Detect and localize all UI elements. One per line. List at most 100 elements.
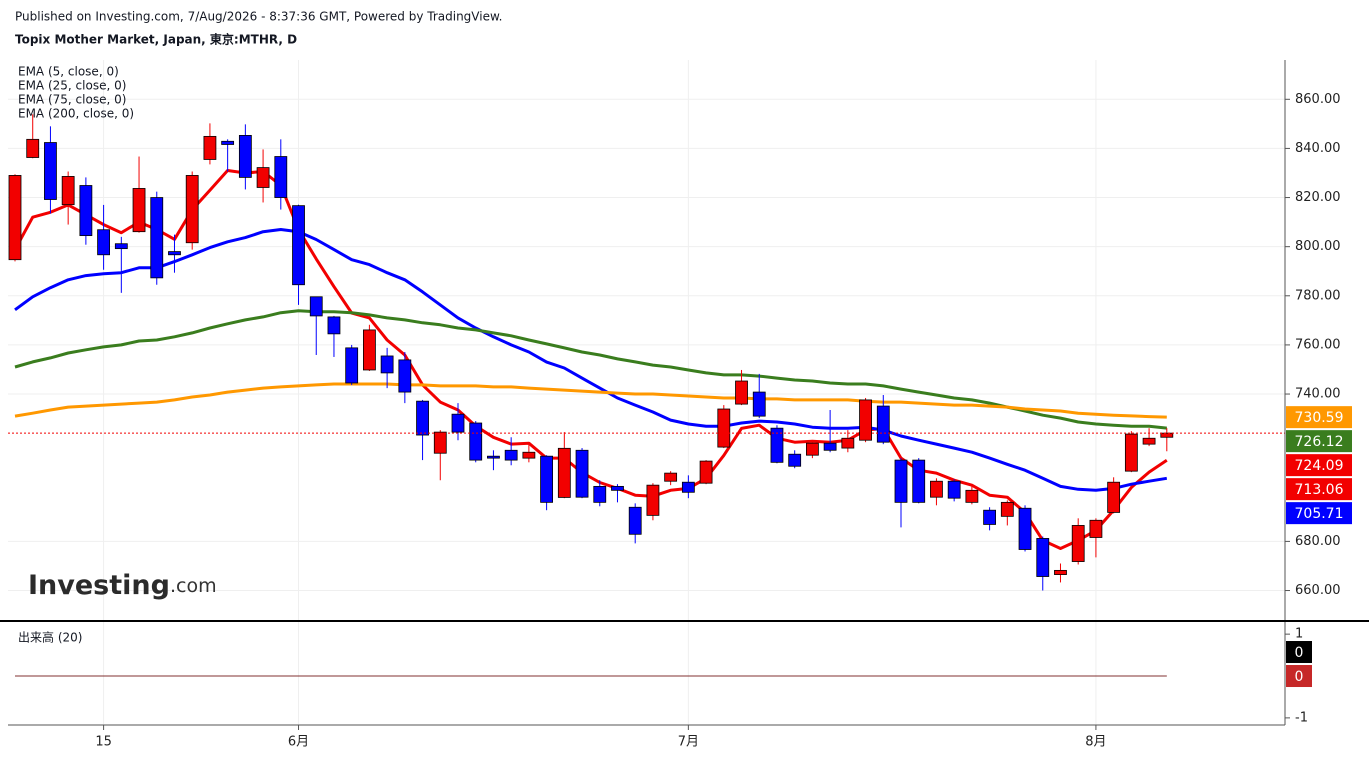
y-tick-label: 780.00 [1295,288,1341,303]
legend-entry: EMA (200, close, 0) [18,107,134,121]
candle-body [983,509,996,525]
candle-body [221,140,235,145]
candle-body [362,329,376,371]
logo-suffix: .com [170,575,217,597]
ema-line [13,169,1168,550]
candle-body [1142,437,1156,445]
candle-body [593,485,607,503]
candle-body [1036,538,1050,577]
candle-body [699,460,713,484]
candle-body [469,422,483,461]
price-label: 705.71 [1295,506,1344,522]
candle-body [114,243,128,250]
candle-body [930,480,943,498]
y-tick-label: 860.00 [1295,92,1341,107]
price-label-bg [1286,406,1352,429]
x-tick-label: 8月 [1085,735,1106,750]
x-tick-label: 7月 [678,735,699,750]
x-tick-label: 6月 [288,735,309,750]
candle-body [8,175,22,261]
price-label: 713.06 [1295,482,1344,498]
y-tick-label: 660.00 [1295,583,1341,598]
ema-line [14,228,1168,492]
candle-body [274,156,288,198]
candle-body [238,135,252,178]
candle-body [876,405,890,443]
price-label-bg [1286,454,1352,477]
candle-body [770,427,784,463]
candle-body [150,197,164,279]
price-label: 724.09 [1295,458,1344,474]
candle-body [97,229,110,256]
legend-entry: EMA (5, close, 0) [18,65,119,79]
logo: Investing.com [28,570,217,601]
volume-label-bg [1286,641,1312,664]
candle-body [309,296,323,317]
candle-body [841,437,855,449]
y-tick-label: 840.00 [1295,141,1341,156]
candle-body [788,453,802,467]
candle-body [398,359,412,393]
candle-body [557,447,571,498]
candle-body [1089,519,1103,538]
candle-body [1160,432,1174,438]
legend-entry: EMA (75, close, 0) [18,93,126,107]
candle-body [646,484,660,516]
plot-area [8,60,1285,725]
volume-legend: 出来高 (20) [18,630,82,645]
legend-entry: EMA (25, close, 0) [18,79,126,93]
candle-body [451,413,465,433]
logo-main: Investing [28,570,170,601]
candle-body [752,391,766,417]
y-tick-label: 1 [1295,627,1303,642]
candle-body [806,442,819,456]
candle-body [416,400,429,436]
candle-body [345,347,359,384]
candle-body [61,176,75,206]
candle-body [256,167,270,188]
candle-body [1000,501,1014,517]
candle-body [611,485,624,491]
candle-body [79,185,93,237]
price-label-bg [1286,502,1352,525]
candle-body [44,142,57,200]
y-tick-label: 820.00 [1295,190,1341,205]
candle-body [947,480,961,499]
candle-body [664,472,678,482]
volume-label: 0 [1295,645,1304,661]
candle-body [681,481,695,493]
ema-line [14,309,1167,430]
ema-line [14,382,1167,419]
candle-body [504,449,518,461]
candle-body [1054,569,1067,575]
candle-body [1071,525,1085,562]
candle-body [522,451,536,459]
source-note: Published on Investing.com, 7/Aug/2026 -… [15,10,502,24]
price-label-bg [1286,430,1352,453]
candle-body [965,489,979,503]
price-label: 730.59 [1295,410,1344,426]
candle-body [292,205,305,286]
y-tick-label: 740.00 [1295,387,1341,402]
y-tick-label: -1 [1295,710,1308,725]
y-tick-label: 760.00 [1295,337,1341,352]
price-label-bg [1286,478,1352,501]
candle-body [327,316,341,335]
candle-body [203,135,217,160]
candle-body [168,251,181,256]
candle-body [132,188,146,233]
candle-body [1018,507,1032,550]
candle-body [540,455,553,503]
x-tick-label: 15 [95,735,112,750]
candle-body [185,175,199,244]
candle-body [717,408,731,448]
candle-body [894,459,908,503]
price-label: 726.12 [1295,434,1344,450]
chart-title: Topix Mother Market, Japan, 東京:MTHR, D [15,32,297,47]
volume-label: 0 [1295,669,1304,685]
candle-body [380,355,394,374]
candle-body [1124,433,1138,472]
candle-body [823,442,837,451]
